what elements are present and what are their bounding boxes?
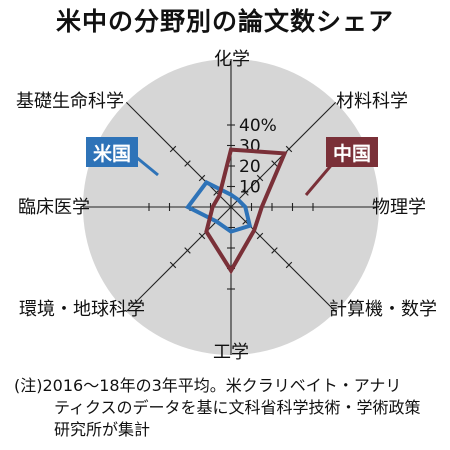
footnote-line: 研究所が集計 bbox=[54, 420, 151, 439]
radar-grid bbox=[83, 59, 379, 355]
radar-tick-mark bbox=[285, 145, 293, 153]
radar-spoke bbox=[125, 206, 232, 313]
callout-line bbox=[135, 155, 159, 177]
radar-tick-mark bbox=[184, 160, 191, 167]
radar-tick-label: 30 bbox=[239, 137, 261, 157]
series-label-box bbox=[86, 137, 138, 167]
radar-tick-label: 10 bbox=[239, 178, 261, 198]
radar-series bbox=[184, 147, 288, 275]
footnote-line: ティクスのデータを基に文科省科学技術・学術政策 bbox=[54, 398, 421, 417]
radar-tick-label: 20 bbox=[239, 157, 261, 177]
callout-line bbox=[304, 161, 336, 196]
axis-label: 工学 bbox=[213, 342, 249, 363]
footnote-line: (注)2016～18年の3年平均。米クラリベイト・アナリ bbox=[14, 376, 402, 395]
radar-tick-mark bbox=[198, 232, 206, 240]
radar-tick-mark bbox=[271, 247, 278, 254]
axis-label: 環境・地球科学 bbox=[19, 299, 145, 320]
axis-label: 化学 bbox=[214, 49, 250, 70]
chart-title: 米中の分野別の論文数シェア bbox=[55, 7, 394, 36]
radar-spoke bbox=[125, 101, 232, 208]
series-line-us bbox=[184, 179, 253, 234]
series-line-china bbox=[204, 147, 288, 275]
radar-tick-mark bbox=[198, 174, 206, 182]
series-label-text: 米国 bbox=[93, 142, 131, 165]
series-labels: 米国 中国 bbox=[86, 137, 378, 196]
series-label-china: 中国 bbox=[304, 137, 378, 196]
radar-tick-mark bbox=[169, 261, 177, 269]
axis-label: 材料科学 bbox=[336, 91, 408, 112]
axis-label: 臨床医学 bbox=[18, 197, 90, 218]
series-label-box bbox=[326, 137, 378, 167]
axis-label: 基礎生命科学 bbox=[16, 91, 124, 112]
axis-label: 物理学 bbox=[372, 197, 426, 218]
radar-tick-mark bbox=[169, 145, 177, 153]
radar-tick-mark bbox=[242, 189, 249, 196]
footnote: (注)2016～18年の3年平均。米クラリベイト・アナリ ティクスのデータを基に… bbox=[14, 375, 446, 441]
radar-tick-mark bbox=[184, 247, 191, 254]
axis-label: 計算機・数学 bbox=[329, 299, 437, 320]
radar-tick-label: 40% bbox=[239, 116, 277, 136]
radar-tick-mark bbox=[256, 174, 264, 182]
series-label-text: 中国 bbox=[333, 142, 371, 165]
radar-tick-mark bbox=[285, 261, 293, 269]
radar-tick-mark bbox=[256, 232, 264, 240]
series-label-us: 米国 bbox=[86, 137, 159, 177]
radar-tick-mark bbox=[271, 160, 278, 167]
